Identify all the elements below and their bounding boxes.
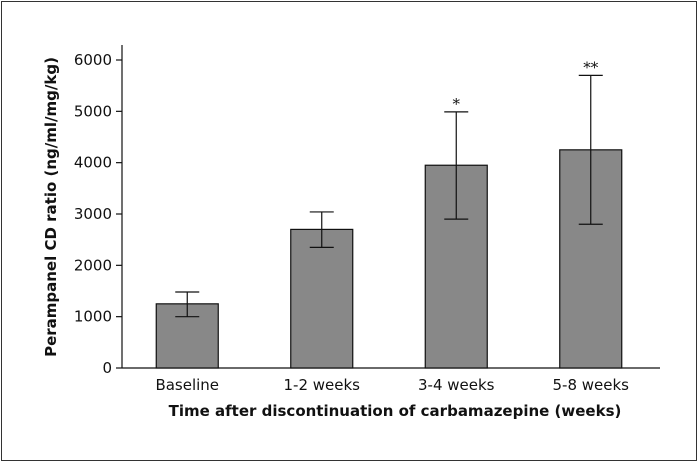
y-axis: 0 1000 2000 3000 4000 5000 6000	[74, 45, 123, 377]
bars	[155, 149, 623, 369]
x-axis: Baseline 1-2 weeks 3-4 weeks 5-8 weeks	[122, 367, 660, 394]
significance-marker: **	[583, 58, 599, 76]
x-axis-title: Time after discontinuation of carbamazep…	[169, 402, 622, 420]
bar-1-2-weeks	[290, 228, 354, 369]
x-category-label: Baseline	[155, 376, 219, 394]
significance-marker: *	[453, 95, 461, 113]
x-category-label: 1-2 weeks	[284, 376, 361, 394]
y-tick-label: 3000	[74, 205, 112, 223]
y-tick-label: 2000	[74, 256, 112, 274]
y-tick-label: 4000	[74, 154, 112, 172]
significance-markers: ***	[453, 58, 599, 112]
y-axis-title: Perampanel CD ratio (ng/ml/mg/kg)	[42, 57, 60, 357]
y-tick-label: 0	[102, 359, 112, 377]
y-tick-label: 5000	[74, 102, 112, 120]
y-tick-label: 6000	[74, 51, 112, 69]
error-bars	[175, 74, 603, 318]
x-category-label: 3-4 weeks	[418, 376, 495, 394]
y-tick-label: 1000	[74, 308, 112, 326]
x-category-label: 5-8 weeks	[553, 376, 630, 394]
